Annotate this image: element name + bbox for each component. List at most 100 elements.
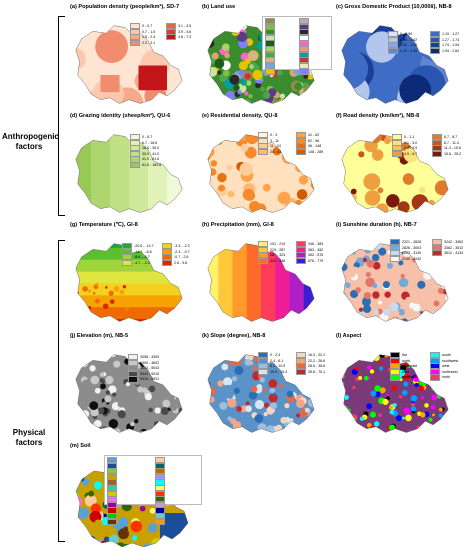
legend-swatch: [388, 47, 398, 54]
legend-item: [299, 68, 311, 75]
legend-label: 0 - 0.7: [142, 24, 153, 29]
legend-label: 3003 - 3130: [402, 251, 422, 256]
legend-item: 35.6 - 70.1: [296, 368, 325, 375]
legend-item: 1.12 - 1.19: [388, 47, 418, 54]
legend-label: 4.6 - 7.3: [178, 35, 192, 40]
legend-swatch: [166, 34, 176, 41]
legend-label: southeast: [402, 375, 418, 380]
panel-temperature: (g) Temperature (℃), GI-8 -20.6 - -14.7-…: [70, 222, 198, 332]
map-road-density: [341, 134, 449, 213]
legend-item: 24 - 41: [258, 148, 281, 155]
legend-label: 0.7 - 1.5: [142, 29, 156, 34]
legend-item: southeast: [390, 374, 418, 381]
legend-label: 1.94 - 2.64: [442, 48, 460, 53]
legend-label: 11 - 24: [270, 144, 281, 149]
legend-item: 576 - 779: [296, 257, 323, 264]
legend-label: 28.6 - 35.6: [308, 364, 326, 369]
panel-land-use: (b) Land use: [202, 4, 332, 112]
map-precipitation: [207, 243, 315, 322]
legend-label: -20.6 - -14.7: [134, 244, 154, 249]
legend-item: 4.6 - 7.3: [166, 34, 192, 41]
legend-swatch: [130, 39, 140, 46]
panel-gdp: (c) Gross Domestic Product (10,000¥), NB…: [336, 4, 470, 112]
panel-title: (a) Population density (people/km²), SD-…: [70, 4, 180, 10]
legend-item: 10.9 - 16.3: [258, 368, 288, 375]
legend-label: 6.1 - 10.9: [270, 364, 286, 369]
legend-label: 346 - 383: [308, 242, 324, 247]
legend: 0 - 2.4 2.4 - 6.1 6.1 - 10.9 10.9 - 16.3 16.…: [256, 351, 332, 381]
map-grazing-identity: [75, 134, 183, 213]
panel-title: (b) Land use: [202, 4, 236, 10]
legend: 101 - 219 219 - 287 287 - 323 323 - 346 346 …: [256, 240, 332, 270]
legend-label: 2.3 - 3.1: [142, 40, 156, 45]
panel-title: (f) Road density (km/km²), NB-8: [336, 113, 420, 119]
panel-title: (m) Soil: [70, 443, 91, 449]
legend-label: 22.2 - 28.6: [308, 358, 326, 363]
panel-elevation: (j) Elevation (m), NB-5 3058 - 4309 4309 …: [70, 333, 198, 441]
legend-item: 5315 - 6931: [128, 376, 160, 383]
legend-swatch: [162, 259, 172, 266]
legend-label: 4309 - 4602: [140, 360, 160, 365]
legend-label: -0.7 - 2.6: [174, 255, 189, 260]
legend-label: southwest: [442, 358, 459, 363]
legend-label: 10.9 - 16.3: [270, 369, 288, 374]
legend-swatch: [390, 374, 400, 381]
legend-label: north: [442, 375, 451, 380]
legend-label: 16.3 - 22.2: [308, 353, 326, 358]
legend-label: 3 - 11: [270, 138, 279, 143]
legend-swatch: [390, 255, 400, 262]
legend: -20.6 - -14.7 -14.7 - -8.6 -8.6 - -4.7 -4.7…: [120, 242, 198, 272]
legend-label: 287 - 323: [270, 253, 286, 258]
panel-title: (c) Gross Domestic Product (10,000¥), NB…: [336, 4, 452, 10]
legend-label: 4.9 - 6.7: [404, 151, 418, 156]
legend-label: 8.7 - 11.4: [444, 140, 459, 145]
panel-title: (i) Sunshine duration (h), NB-7: [336, 222, 417, 228]
legend-label: 3.1 - 3.9: [178, 24, 192, 29]
legend-label: 1.19 - 1.27: [442, 32, 460, 37]
legend: 2221 - 2828 2828 - 3003 3003 - 3130 3130 - …: [388, 238, 470, 268]
legend: [104, 455, 202, 525]
legend-label: 5315 - 6931: [140, 377, 160, 382]
legend-swatch: [296, 257, 306, 264]
legend-item: 15.6 - 25.2: [432, 150, 462, 157]
legend-swatch: [432, 250, 442, 257]
legend-label: 30.0 - 41.0: [142, 151, 160, 156]
legend-swatch: [430, 374, 440, 381]
legend-swatch: [296, 368, 306, 375]
legend-label: 0.90 - 1.02: [400, 37, 418, 42]
legend-label: 0 - 2.4: [270, 353, 281, 358]
panel-title: (l) Aspect: [336, 333, 362, 339]
legend-item: 1.94 - 2.64: [430, 47, 460, 54]
legend-label: 0 - 6.7: [142, 135, 153, 140]
legend-label: northeast: [402, 364, 417, 369]
legend-label: 62 - 96: [308, 138, 320, 143]
legend-swatch: [258, 368, 268, 375]
panel-title: (e) Residential density, QU-8: [202, 113, 278, 119]
legend-label: 15.6 - 25.2: [444, 151, 462, 156]
legend-item: -4.7 - -3.3: [122, 259, 150, 266]
map-population-density: [75, 25, 183, 104]
legend: 0 - 0.90 0.90 - 1.02 1.02 - 1.12 1.12 - 1.1…: [386, 30, 470, 64]
legend-label: 0 - 0.90: [400, 32, 413, 37]
legend-swatch: [430, 47, 440, 54]
legend-swatch: [392, 150, 402, 157]
legend-label: west: [442, 364, 450, 369]
legend: 0 - 1.1 1.1 - 3.0 3.0 - 4.9 4.9 - 6.7 6.7 - …: [390, 133, 470, 163]
legend-label: 1.1 - 3.0: [404, 140, 418, 145]
legend-label: south: [442, 353, 451, 358]
legend-swatch: [107, 518, 117, 525]
legend-label: -4.7 - -3.3: [134, 260, 150, 265]
legend-item: [265, 68, 277, 75]
legend-item: 148 - 289: [296, 148, 323, 155]
legend-swatch: [258, 257, 268, 264]
anthropogenic-factors-label: Anthropogenic factors: [2, 132, 59, 151]
panel-title: (h) Precipitation (mm), GI-8: [202, 222, 274, 228]
panel-road-density: (f) Road density (km/km²), NB-8 0 - 1.1 1…: [336, 113, 470, 221]
legend-label: 96 - 148: [308, 144, 322, 149]
legend-label: 6.7 - 18.6: [142, 140, 158, 145]
legend-swatch: [122, 259, 132, 266]
panel-title: (j) Elevation (m), NB-5: [70, 333, 129, 339]
legend-label: 1.12 - 1.19: [400, 48, 418, 53]
